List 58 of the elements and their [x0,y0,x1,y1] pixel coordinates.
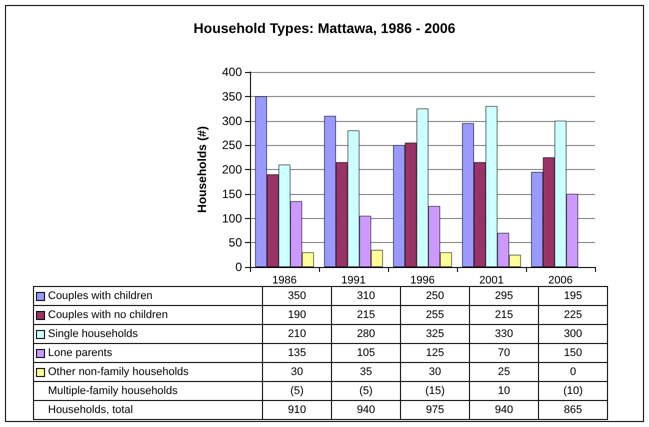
text: Households, total [34,400,262,420]
data-label: 195 [538,286,608,306]
data-label: 125 [400,344,470,362]
data-label: 30 [262,362,332,382]
y-tick-label: 100 [222,211,242,226]
x-tick-label: 2001 [479,274,504,286]
text: Multiple-family households [34,382,262,400]
text: (5) [332,382,400,400]
data-label: 280 [332,324,400,344]
y-tick-label: 200 [222,162,242,176]
y-tick-label: 350 [222,89,242,104]
text: (5) [262,382,332,400]
y-axis-title: Households (#) [195,126,209,213]
data-label: 35 [332,362,400,382]
data-label: 215 [332,306,400,324]
data-label: 30 [400,362,470,382]
data-label: 310 [332,286,400,306]
data-label: 150 [538,344,608,362]
y-tick-label: 400 [222,65,242,79]
x-tick-label: 1986 [272,274,297,286]
data-label: 300 [538,324,608,344]
y-tick-label: 300 [222,114,242,128]
data-label: 70 [470,344,538,362]
y-tick-label: 150 [222,186,242,201]
text: 940 [470,400,538,420]
x-tick-label: 1996 [410,274,435,286]
x-tick-label: 2006 [548,274,573,286]
legend-label: Single households [34,324,262,344]
y-tick-label: 0 [235,260,242,274]
text: 910 [262,400,332,420]
data-label: 210 [262,324,332,344]
data-label: 215 [470,306,538,324]
data-label: 105 [332,344,400,362]
x-tick-label: 1991 [341,274,366,286]
data-label: 135 [262,344,332,362]
legend-label: Other non-family households [34,362,262,382]
y-tick-label: 50 [228,236,242,250]
legend-label: Couples with no children [34,306,262,324]
text: 865 [538,400,608,420]
text: (15) [400,382,470,400]
legend-label: Couples with children [34,286,262,306]
data-label: 255 [400,306,470,324]
text: (10) [538,382,608,400]
data-label: 295 [470,286,538,306]
text: 975 [400,400,470,420]
data-label: 190 [262,306,332,324]
data-label: 350 [262,286,332,306]
text: 10 [470,382,538,400]
data-label: 325 [400,324,470,344]
data-label: 250 [400,286,470,306]
y-tick-label: 250 [222,138,242,152]
data-label: 330 [470,324,538,344]
data-label: 0 [538,362,608,382]
data-label: 225 [538,306,608,324]
text: 940 [332,400,400,420]
data-label: 25 [470,362,538,382]
legend-label: Lone parents [34,344,262,362]
chart-title: Household Types: Mattawa, 1986 - 2006 [194,20,456,36]
